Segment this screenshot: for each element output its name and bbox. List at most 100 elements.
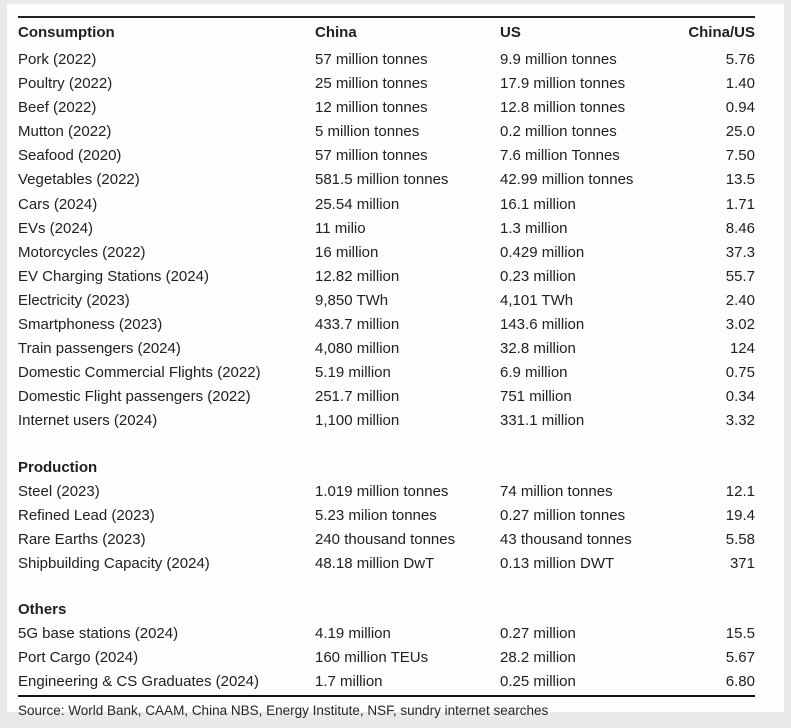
ratio-cell: 124 — [729, 340, 755, 358]
ratio-cell: 0.94 — [725, 99, 755, 117]
us-cell: 0.429 million — [500, 243, 585, 261]
ratio-cell: 0.75 — [725, 364, 755, 382]
us-cell: 331.1 million — [500, 412, 585, 430]
china-cell: 5.19 million — [315, 364, 391, 382]
table-row: Domestic Flight passengers (2022) 251.7 m… — [18, 385, 755, 409]
table-row: Internet users (2024) 1,100 million 331.1 … — [18, 409, 755, 433]
china-cell: 16 million — [315, 243, 379, 261]
china-cell: 11 milio — [315, 219, 366, 237]
table-row: Smartphoness (2023) 433.7 million 143.6 mi… — [18, 313, 755, 337]
us-cell: 28.2 million — [500, 649, 576, 667]
table-row: Pork (2022) 57 million tonnes 9.9 million … — [18, 48, 755, 72]
us-cell: 6.9 million — [500, 364, 568, 382]
table-card: Consumption China US China/US Pork (2022… — [7, 4, 784, 718]
table-bottom-border — [18, 695, 755, 698]
item-cell: Train passengers (2024) — [18, 340, 181, 358]
us-cell: 42.99 million tonnes — [500, 171, 634, 189]
us-cell: 0.25 million — [500, 673, 576, 691]
china-cell: 5 million tonnes — [315, 123, 420, 141]
item-cell: Electricity (2023) — [18, 291, 130, 309]
china-us-comparison-table: Consumption China US China/US Pork (2022… — [18, 16, 755, 720]
source-note: Source: World Bank, CAAM, China NBS, Ene… — [18, 703, 549, 719]
china-cell: 5.23 milion tonnes — [315, 506, 437, 524]
item-cell: Shipbuilding Capacity (2024) — [18, 554, 210, 572]
item-cell: Steel (2023) — [18, 482, 100, 500]
section-title-row: Production — [18, 456, 755, 480]
item-cell: Motorcycles (2022) — [18, 243, 146, 261]
ratio-cell: 37.3 — [725, 243, 755, 261]
table-row: Shipbuilding Capacity (2024) 48.18 millio… — [18, 552, 755, 576]
ratio-cell: 25.0 — [725, 123, 755, 141]
ratio-cell: 7.50 — [725, 147, 755, 165]
item-cell: Poultry (2022) — [18, 75, 113, 93]
column-header-china: China — [315, 24, 357, 41]
table-header-row: Consumption China US China/US — [18, 18, 755, 48]
item-cell: Beef (2022) — [18, 99, 97, 117]
table-body: Pork (2022) 57 million tonnes 9.9 million … — [18, 48, 755, 694]
china-cell: 433.7 million — [315, 316, 400, 334]
china-cell: 9,850 TWh — [315, 291, 389, 309]
item-cell: Domestic Flight passengers (2022) — [18, 388, 251, 406]
table-section: Production Steel (2023) 1.019 million tonn… — [18, 456, 755, 576]
ratio-cell: 371 — [729, 554, 755, 572]
column-header-consumption: Consumption — [18, 24, 115, 41]
table-row: EVs (2024) 11 milio 1.3 million 8.46 — [18, 217, 755, 241]
us-cell: 17.9 million tonnes — [500, 75, 626, 93]
china-cell: 1,100 million — [315, 412, 400, 430]
ratio-cell: 3.02 — [725, 316, 755, 334]
table-row: Domestic Commercial Flights (2022) 5.19 m… — [18, 361, 755, 385]
us-cell: 9.9 million tonnes — [500, 51, 617, 68]
item-cell: Mutton (2022) — [18, 123, 112, 141]
china-cell: 12.82 million — [315, 267, 400, 285]
section-title: Production — [18, 458, 98, 476]
item-cell: Pork (2022) — [18, 51, 97, 68]
table-row: Steel (2023) 1.019 million tonnes 74 milli… — [18, 480, 755, 504]
ratio-cell: 5.58 — [725, 530, 755, 548]
us-cell: 7.6 million Tonnes — [500, 147, 620, 165]
ratio-cell: 15.5 — [725, 625, 755, 643]
ratio-cell: 55.7 — [725, 267, 755, 285]
item-cell: Refined Lead (2023) — [18, 506, 155, 524]
us-cell: 0.27 million tonnes — [500, 506, 626, 524]
ratio-cell: 5.76 — [725, 51, 755, 68]
ratio-cell: 12.1 — [725, 482, 755, 500]
china-cell: 25.54 million — [315, 195, 400, 213]
us-cell: 143.6 million — [500, 316, 585, 334]
section-title-row: Others — [18, 598, 755, 622]
china-cell: 160 million TEUs — [315, 649, 429, 667]
us-cell: 1.3 million — [500, 219, 568, 237]
table-row: Electricity (2023) 9,850 TWh 4,101 TWh 2.40 — [18, 289, 755, 313]
ratio-cell: 19.4 — [725, 506, 755, 524]
us-cell: 12.8 million tonnes — [500, 99, 626, 117]
table-row: Rare Earths (2023) 240 thousand tonnes 43 … — [18, 528, 755, 552]
table-row: Motorcycles (2022) 16 million 0.429 millio… — [18, 241, 755, 265]
item-cell: Domestic Commercial Flights (2022) — [18, 364, 261, 382]
china-cell: 251.7 million — [315, 388, 400, 406]
ratio-cell: 6.80 — [725, 673, 755, 691]
china-cell: 48.18 million DwT — [315, 554, 435, 572]
china-cell: 581.5 million tonnes — [315, 171, 449, 189]
item-cell: Rare Earths (2023) — [18, 530, 146, 548]
us-cell: 0.27 million — [500, 625, 576, 643]
china-cell: 1.019 million tonnes — [315, 482, 449, 500]
item-cell: Internet users (2024) — [18, 412, 158, 430]
table-row: Refined Lead (2023) 5.23 milion tonnes 0.2… — [18, 504, 755, 528]
us-cell: 43 thousand tonnes — [500, 530, 632, 548]
ratio-cell: 13.5 — [725, 171, 755, 189]
china-cell: 25 million tonnes — [315, 75, 428, 93]
item-cell: Vegetables (2022) — [18, 171, 140, 189]
ratio-cell: 1.40 — [725, 75, 755, 93]
column-header-ratio: China/US — [688, 24, 755, 41]
item-cell: Port Cargo (2024) — [18, 649, 139, 667]
table-row: Cars (2024) 25.54 million 16.1 million 1.71 — [18, 193, 755, 217]
china-cell: 57 million tonnes — [315, 147, 428, 165]
table-row: Port Cargo (2024) 160 million TEUs 28.2 mi… — [18, 646, 755, 670]
table-row: EV Charging Stations (2024) 12.82 million… — [18, 265, 755, 289]
item-cell: Seafood (2020) — [18, 147, 122, 165]
ratio-cell: 1.71 — [725, 195, 755, 213]
item-cell: EVs (2024) — [18, 219, 94, 237]
us-cell: 4,101 TWh — [500, 291, 574, 309]
ratio-cell: 5.67 — [725, 649, 755, 667]
ratio-cell: 2.40 — [725, 291, 755, 309]
